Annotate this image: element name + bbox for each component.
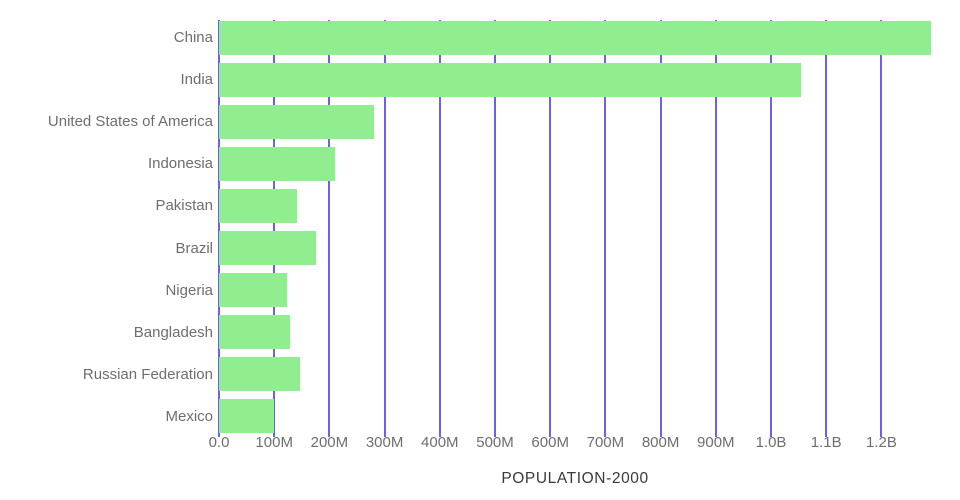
x-tick-label: 500M bbox=[476, 434, 514, 451]
bar bbox=[219, 357, 301, 392]
bar bbox=[219, 104, 375, 139]
category-label: China bbox=[173, 29, 213, 47]
x-tick-label: 1.0B bbox=[755, 434, 787, 451]
x-gridline bbox=[659, 20, 662, 437]
category-label: India bbox=[180, 71, 213, 89]
bar bbox=[219, 146, 336, 181]
bar bbox=[219, 62, 802, 97]
x-gridline bbox=[438, 20, 441, 437]
x-gridline bbox=[880, 20, 883, 437]
x-gridline bbox=[549, 20, 552, 437]
category-label: United States of America bbox=[47, 113, 213, 131]
x-gridline bbox=[714, 20, 717, 437]
bar bbox=[219, 188, 298, 223]
category-label: Bangladesh bbox=[133, 323, 213, 341]
x-tick-label: 100M bbox=[255, 434, 293, 451]
bar bbox=[219, 315, 290, 350]
category-label: Mexico bbox=[165, 407, 213, 425]
category-label: Pakistan bbox=[155, 197, 213, 215]
x-tick-label: 0.0 bbox=[208, 434, 230, 451]
x-gridline bbox=[494, 20, 496, 437]
x-gridline bbox=[604, 20, 607, 437]
x-gridline bbox=[383, 20, 386, 437]
x-tick-label: 400M bbox=[421, 434, 459, 451]
x-tick-label: 800M bbox=[641, 434, 680, 451]
x-gridline bbox=[328, 20, 331, 437]
x-tick-label: 600M bbox=[531, 434, 569, 451]
category-label: Nigeria bbox=[165, 281, 213, 299]
x-tick-label: 700M bbox=[586, 434, 625, 451]
x-gridline bbox=[825, 20, 828, 437]
category-label: Brazil bbox=[175, 239, 213, 257]
x-tick-label: 200M bbox=[310, 434, 349, 451]
x-gridline bbox=[218, 20, 220, 437]
x-axis-title: POPULATION-2000 bbox=[501, 470, 649, 487]
x-tick-label: 900M bbox=[697, 434, 735, 451]
x-gridline bbox=[273, 20, 276, 437]
x-tick-label: 1.2B bbox=[865, 434, 897, 451]
x-tick-label: 300M bbox=[365, 434, 404, 451]
x-tick-label: 1.1B bbox=[810, 434, 842, 451]
bar bbox=[219, 20, 932, 55]
x-gridline bbox=[770, 20, 772, 437]
bar bbox=[219, 231, 316, 266]
bar bbox=[219, 273, 287, 308]
bar bbox=[219, 399, 274, 434]
category-label: Russian Federation bbox=[82, 365, 213, 383]
category-label: Indonesia bbox=[147, 155, 213, 173]
